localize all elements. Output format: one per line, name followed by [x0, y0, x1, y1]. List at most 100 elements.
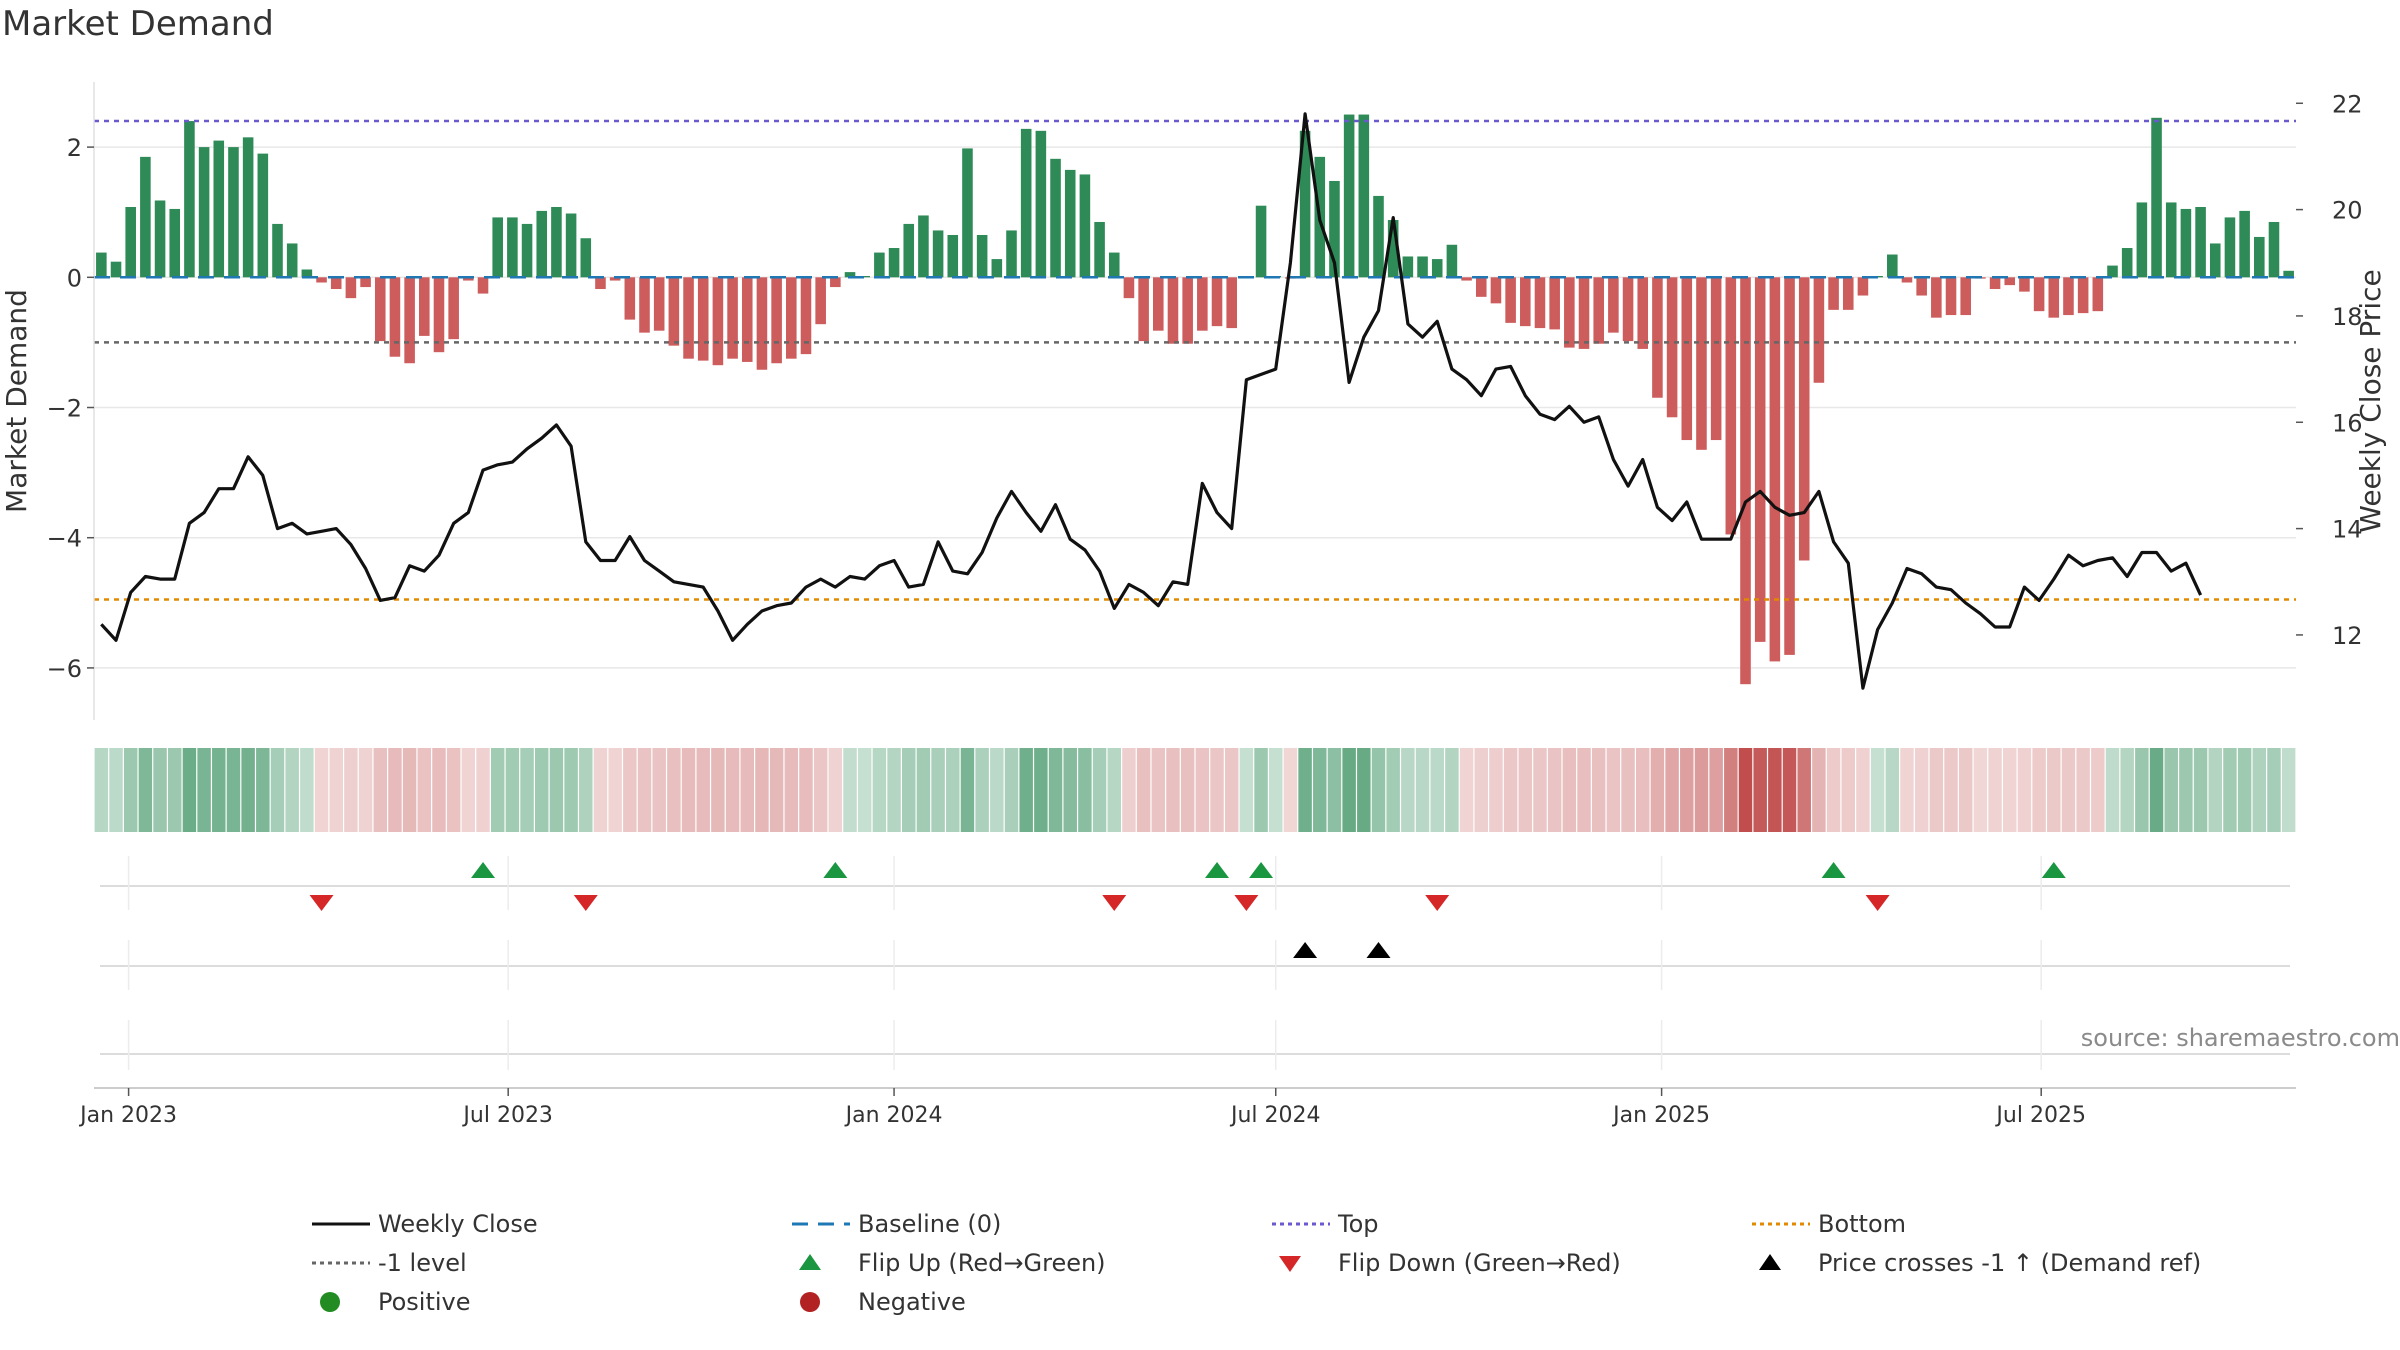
demand-bar: [918, 215, 929, 278]
heat-cell: [1738, 748, 1753, 832]
heat-cell: [2076, 748, 2090, 832]
heat-cell: [2223, 748, 2237, 832]
heat-cell: [2032, 748, 2046, 832]
heat-cell: [226, 748, 241, 832]
demand-bar: [228, 147, 239, 278]
heat-cell: [1753, 748, 1767, 832]
flip-up-marker: [823, 862, 848, 878]
demand-bar: [1182, 277, 1193, 344]
heat-cell: [1195, 748, 1210, 832]
demand-bar: [683, 277, 694, 359]
x-tick-label: Jan 2024: [844, 1103, 943, 1128]
flip-up-triangle-icon: [799, 1253, 821, 1270]
heat-cell: [1577, 748, 1591, 832]
demand-bar: [1402, 256, 1414, 278]
heat-cell: [857, 748, 872, 832]
heat-cell: [1386, 748, 1400, 832]
heat-cell: [711, 748, 725, 832]
heat-cell: [1313, 748, 1327, 832]
heat-cell: [256, 748, 270, 832]
demand-bar: [932, 230, 944, 278]
heat-cell: [1254, 748, 1268, 832]
heat-cell: [1621, 748, 1635, 832]
heat-cell: [1107, 748, 1121, 832]
heat-cell: [1709, 748, 1723, 832]
demand-bar: [815, 277, 826, 325]
heat-cell: [1122, 748, 1136, 832]
heat-cell: [2017, 748, 2032, 832]
demand-bar: [1666, 277, 1678, 418]
flip-down-marker: [573, 895, 598, 911]
heat-cell: [623, 748, 637, 832]
demand-bar: [844, 272, 856, 278]
demand-bar: [301, 269, 313, 278]
demand-bar: [521, 223, 533, 278]
heat-cell: [843, 748, 857, 832]
heat-cell: [1900, 748, 1914, 832]
demand-bar: [1226, 277, 1237, 329]
demand-bar: [1064, 169, 1076, 278]
y2-tick-label: 18: [2332, 303, 2363, 331]
y2-tick-label: 20: [2332, 197, 2363, 225]
demand-bar: [1931, 277, 1942, 318]
demand-bar: [272, 223, 283, 278]
demand-bar: [1989, 277, 2001, 290]
minus1-dotted-icon: [312, 1261, 370, 1264]
x-tick-label: Jul 2023: [461, 1103, 553, 1128]
heat-cell: [373, 748, 387, 832]
demand-bar: [1813, 277, 1825, 383]
heat-cell: [197, 748, 211, 832]
demand-bar: [2063, 277, 2074, 316]
flip-down-marker: [309, 895, 334, 911]
heat-cell: [1048, 748, 1063, 832]
demand-bar: [1020, 128, 1032, 278]
heat-cell: [931, 748, 945, 832]
demand-bar: [595, 277, 606, 290]
heat-cell: [946, 748, 960, 832]
flip-up-marker: [2041, 862, 2066, 878]
legend-top: Top: [1260, 1208, 1740, 1239]
heat-cell: [344, 748, 358, 832]
heat-cell: [1078, 748, 1092, 832]
heat-cell: [1019, 748, 1033, 832]
baseline-dash-icon: [792, 1222, 850, 1225]
heat-cell: [2252, 748, 2267, 832]
demand-bar: [374, 277, 386, 342]
heat-cell: [329, 748, 343, 832]
heat-cell: [1826, 748, 1841, 832]
heat-cell: [960, 748, 975, 832]
y-axis-label: Market Demand: [0, 289, 33, 513]
heat-cell: [123, 748, 138, 832]
demand-bar: [463, 277, 474, 281]
heat-cell: [1885, 748, 1900, 832]
demand-bar: [286, 243, 298, 278]
heat-cell: [270, 748, 285, 832]
demand-bar: [1255, 205, 1267, 278]
legend-label: Flip Up (Red→Green): [858, 1248, 1106, 1277]
heat-cell: [476, 748, 490, 832]
heat-cell: [153, 748, 167, 832]
legend-label: Baseline (0): [858, 1209, 1002, 1238]
demand-bar: [1740, 277, 1751, 685]
heat-cell: [314, 748, 329, 832]
heat-cell: [1371, 748, 1386, 832]
heat-cell: [358, 748, 373, 832]
demand-bar: [624, 277, 636, 320]
demand-bar: [565, 213, 577, 278]
heat-cell: [1562, 748, 1577, 832]
demand-bar: [874, 252, 885, 278]
heat-cell: [1533, 748, 1547, 832]
heat-cell: [1856, 748, 1870, 832]
demand-bar: [507, 217, 518, 278]
demand-bar: [976, 234, 988, 278]
heat-cell: [1636, 748, 1650, 832]
heat-cell: [1224, 748, 1239, 832]
legend-label: Positive: [378, 1287, 471, 1316]
demand-bar: [1358, 114, 1370, 278]
heat-cell: [916, 748, 931, 832]
flip-down-marker: [1102, 895, 1127, 911]
y2-tick-label: 14: [2332, 516, 2363, 544]
heat-cell: [2237, 748, 2252, 832]
heat-cell: [432, 748, 446, 832]
heat-cell: [1768, 748, 1782, 832]
